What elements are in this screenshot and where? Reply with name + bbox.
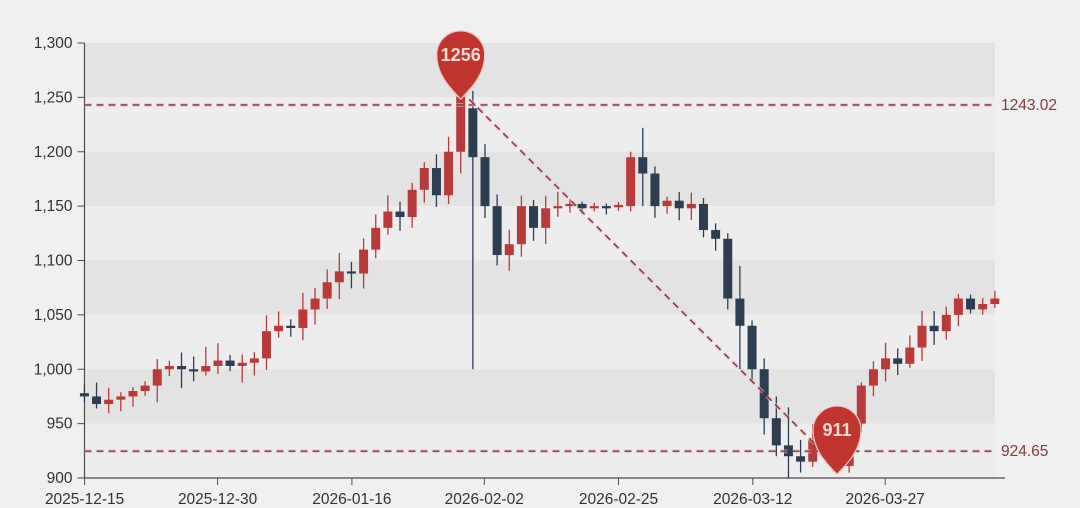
svg-text:2025-12-30: 2025-12-30 <box>178 491 258 508</box>
svg-text:2026-02-02: 2026-02-02 <box>445 491 524 508</box>
svg-text:1,250: 1,250 <box>34 89 73 106</box>
svg-text:900: 900 <box>47 470 73 487</box>
svg-text:1,100: 1,100 <box>34 253 73 270</box>
svg-text:2026-02-25: 2026-02-25 <box>579 491 658 508</box>
svg-text:2026-01-16: 2026-01-16 <box>312 491 391 508</box>
svg-text:1256: 1256 <box>441 45 481 65</box>
svg-text:1,150: 1,150 <box>34 198 73 215</box>
svg-text:1,050: 1,050 <box>34 307 73 324</box>
svg-text:1,300: 1,300 <box>34 35 73 52</box>
svg-text:911: 911 <box>822 420 851 440</box>
svg-text:2026-03-12: 2026-03-12 <box>713 491 792 508</box>
svg-text:2025-12-15: 2025-12-15 <box>45 491 124 508</box>
svg-text:950: 950 <box>47 416 73 433</box>
svg-text:1243.02: 1243.02 <box>1001 97 1057 114</box>
svg-text:1,000: 1,000 <box>34 361 73 378</box>
svg-text:2026-03-27: 2026-03-27 <box>846 491 925 508</box>
svg-text:924.65: 924.65 <box>1001 443 1048 460</box>
svg-text:1,200: 1,200 <box>34 144 73 161</box>
